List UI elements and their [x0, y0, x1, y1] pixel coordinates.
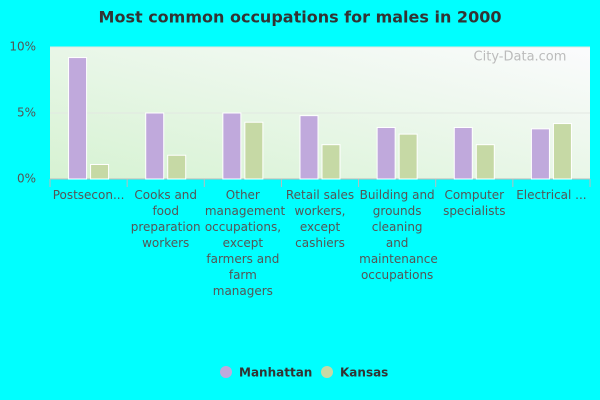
bar [299, 115, 319, 180]
bar [167, 154, 187, 180]
x-tick-label: Other management occupations, except far… [204, 188, 286, 298]
bar [90, 163, 110, 180]
x-tick-label: Postsecon... [52, 188, 125, 202]
bar [552, 123, 572, 180]
x-tick-label: Computer specialists [443, 188, 506, 218]
x-tick-label: Retail sales workers, except cashiers [285, 188, 355, 250]
bar [244, 121, 264, 180]
bar [398, 133, 418, 180]
bar [145, 112, 165, 180]
x-tick-label: Building and grounds cleaning and mainte… [359, 188, 438, 282]
legend-swatch [220, 366, 232, 378]
bar [475, 144, 495, 180]
bar [68, 57, 88, 180]
legend-swatch [321, 366, 333, 378]
y-tick-label: 5% [17, 106, 36, 120]
x-tick-label: Electrical ... [516, 188, 587, 202]
watermark: City-Data.com [474, 50, 567, 65]
bar [453, 127, 473, 180]
y-tick-label: 10% [9, 40, 36, 54]
bar [222, 112, 242, 180]
chart-title: Most common occupations for males in 200… [99, 8, 502, 27]
x-tick-label: Cooks and food preparation workers [130, 188, 201, 250]
y-tick-label: 0% [17, 172, 36, 186]
legend-label: Kansas [340, 366, 388, 380]
bar [321, 144, 341, 180]
legend-label: Manhattan [239, 366, 312, 380]
bar [530, 128, 550, 180]
bar [376, 127, 396, 180]
